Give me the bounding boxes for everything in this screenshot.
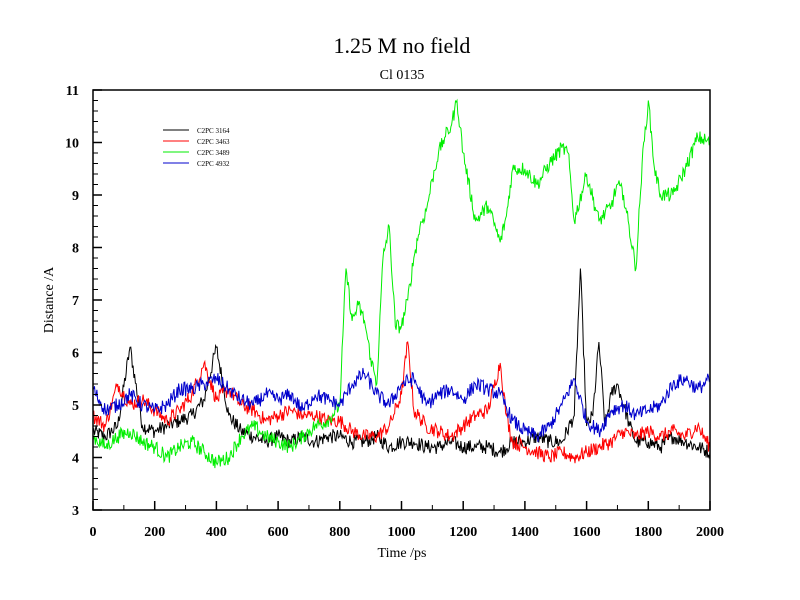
x-axis: 0 200 400 600 800 1000 1200 1400 1600 1800 2000 [90,501,724,540]
x-axis-label: Time /ps [378,546,427,561]
y-tick-label: 6 [72,347,79,362]
x-tick-label: 2000 [696,525,724,540]
legend: C2PC 3164 C2PC 3463 C2PC 3489 C2PC 4932 [163,127,230,168]
plot-frame [92,89,711,511]
y-tick-label: 8 [72,242,79,257]
x-tick-label: 1800 [634,525,662,540]
y-tick-label: 7 [72,294,79,309]
x-tick-label: 1600 [573,525,601,540]
x-tick-label: 800 [329,525,350,540]
legend-label: C2PC 3489 [197,149,230,157]
series-line-3 [92,367,711,443]
series-line-2 [92,98,711,469]
y-tick-label: 10 [65,137,79,152]
y-tick-label: 9 [72,189,79,204]
x-tick-label: 0 [90,525,97,540]
legend-label: C2PC 3463 [197,138,230,146]
x-tick-label: 1200 [449,525,477,540]
x-tick-label: 1000 [388,525,416,540]
x-tick-label: 1400 [511,525,539,540]
series-line-0 [92,268,711,459]
chart-title: 1.25 M no field [334,33,471,58]
x-tick-label: 600 [268,525,289,540]
y-tick-label: 5 [72,399,79,414]
series-line-1 [92,341,711,464]
x-tick-label: 200 [144,525,165,540]
y-tick-label: 3 [72,504,79,519]
legend-label: C2PC 3164 [197,127,230,135]
chart-subtitle: Cl 0135 [380,68,425,83]
y-tick-label: 11 [66,84,79,99]
plot-area [92,98,711,469]
x-tick-label: 400 [206,525,227,540]
y-axis-label: Distance /A [42,266,57,333]
legend-label: C2PC 4932 [197,160,230,168]
y-axis: 3 4 5 6 7 8 9 10 11 [65,84,102,519]
y-tick-label: 4 [72,452,79,467]
